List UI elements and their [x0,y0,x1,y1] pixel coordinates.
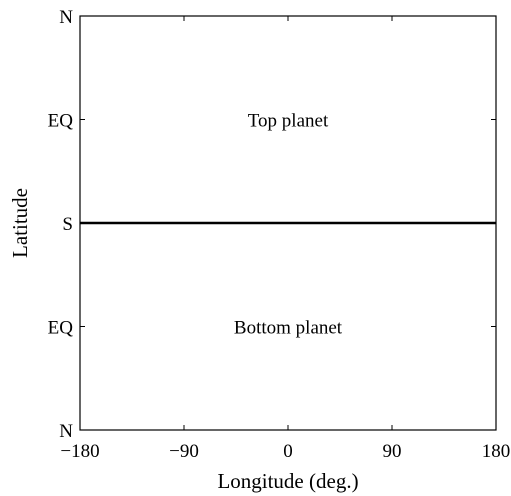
x-tick-label: 180 [482,441,511,462]
x-tick-label: 0 [283,441,293,462]
annotations: Top planet Bottom planet [234,111,343,339]
annotation-label: Bottom planet [234,318,343,339]
x-ticks: −180 −90 0 90 180 [60,16,510,462]
annotation-label: Top planet [248,111,329,132]
y-axis-label: Latitude [8,188,32,258]
x-tick-label: −180 [60,441,99,462]
x-axis-label: Longitude (deg.) [217,469,358,493]
y-tick-label: EQ [48,111,74,132]
y-tick-label: S [62,214,73,235]
y-tick-label: N [59,421,73,442]
y-ticks: N EQ S EQ N [48,7,496,442]
y-tick-label: EQ [48,318,74,339]
x-tick-label: −90 [169,441,199,462]
x-tick-label: 90 [383,441,402,462]
y-tick-label: N [59,7,73,28]
